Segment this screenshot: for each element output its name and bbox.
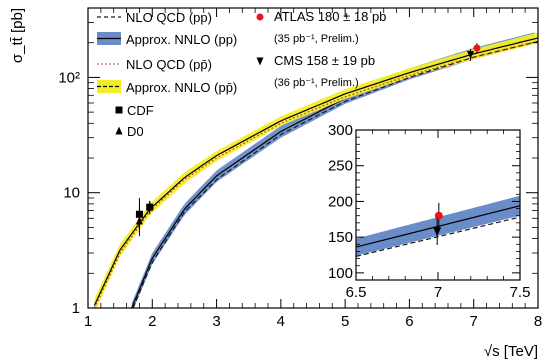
marker-d0-point (146, 201, 154, 210)
legend-cdf-symbol (115, 106, 123, 114)
legend-cms-label: CMS 158 ± 19 pb (274, 53, 375, 68)
x-tick-label: 3 (212, 313, 220, 330)
x-tick-label: 7 (470, 313, 478, 330)
x-tick-label: 2 (148, 313, 156, 330)
x-axis-title: √s [TeV] (484, 343, 538, 360)
inset-plot-area (356, 195, 520, 257)
inset-x-tick-label: 7 (434, 284, 442, 301)
inset-y-tick-label: 150 (328, 229, 353, 246)
inset-y-tick-label: 250 (328, 158, 353, 175)
inset-cms-point (433, 227, 442, 237)
legend-nnlo-ppbar-label: Approx. NNLO (pp̄) (126, 80, 237, 95)
inset-atlas-point (434, 211, 443, 220)
marker-atlas-point (473, 44, 481, 52)
legend-atlas-label: ATLAS 180 ± 18 pb (274, 9, 386, 24)
x-tick-label: 5 (341, 313, 349, 330)
series-nnlo-ppbar-central-line (93, 37, 538, 306)
inset-x-tick-label: 7.5 (510, 284, 531, 301)
x-tick-label: 6 (405, 313, 413, 330)
inset-x-tick-label: 6.5 (346, 284, 367, 301)
inset-nlo-pp-line (356, 216, 520, 257)
y-tick-label: 10 (63, 185, 80, 202)
x-tick-label: 1 (84, 313, 92, 330)
legend-cdf-label: CDF (127, 103, 154, 118)
inset-nnlo-pp-band (356, 195, 520, 256)
legend-nnlo-pp-label: Approx. NNLO (pp) (126, 32, 237, 47)
inset-nnlo-pp-central-line (356, 205, 520, 248)
legend-atlas-note-label: (35 pb⁻¹, Prelim.) (274, 33, 359, 45)
inset-y-tick-label: 300 (328, 122, 353, 139)
legend-cms-symbol (256, 57, 264, 66)
legend-atlas-symbol (256, 13, 264, 21)
y-tick-label: 1 (72, 300, 80, 317)
legend-cms-note-label: (36 pb⁻¹, Prelim.) (274, 77, 359, 89)
legend-nlo-ppbar-label: NLO QCD (pp̄) (126, 57, 212, 72)
y-tick-label: 10² (58, 69, 80, 86)
x-tick-label: 4 (277, 313, 285, 330)
marker-d0-point (135, 216, 143, 225)
inset-y-tick-label: 100 (328, 265, 353, 282)
series-nlo-pp-line (132, 40, 538, 308)
y-axis-title: σ_tt̄ [pb] (9, 8, 26, 63)
x-tick-label: 8 (534, 313, 542, 330)
inset-y-tick-label: 200 (328, 193, 353, 210)
legend-d0-symbol (115, 126, 123, 135)
series-nlo-ppbar-line (93, 40, 538, 308)
legend-d0-label: D0 (127, 124, 144, 139)
marker-cms-point (467, 51, 474, 60)
legend-nlo-pp-label: NLO QCD (pp) (126, 10, 212, 25)
